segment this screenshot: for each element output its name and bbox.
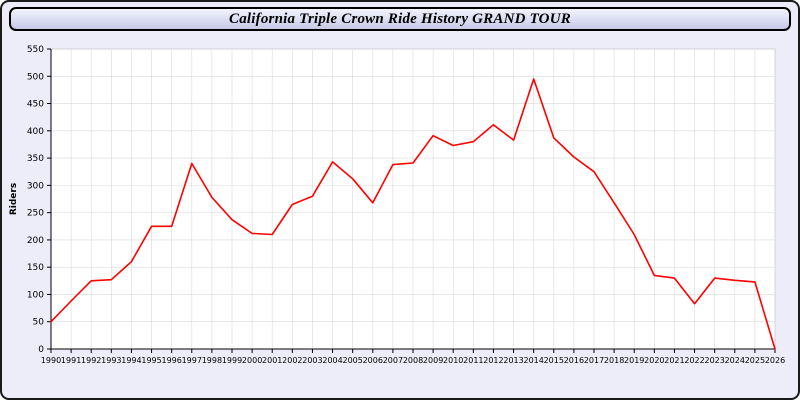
y-tick-label: 300 <box>27 181 44 191</box>
x-tick-label: 2015 <box>544 356 564 365</box>
x-tick-label: 2025 <box>745 356 765 365</box>
x-tick-label: 1992 <box>81 356 101 365</box>
x-tick-label: 2000 <box>242 356 262 365</box>
x-tick-label: 1997 <box>182 356 202 365</box>
x-tick-label: 2004 <box>322 356 342 365</box>
page-title: California Triple Crown Ride History GRA… <box>229 10 571 27</box>
chart-area: 0 50 100 150 200 250 300 350 400 450 500 550 1990 199… <box>2 33 798 395</box>
y-tick-label: 150 <box>27 263 44 273</box>
x-tick-label: 2012 <box>483 356 503 365</box>
x-tick-label: 1999 <box>222 356 242 365</box>
x-tick-label: 2016 <box>564 356 584 365</box>
x-tick-label: 2006 <box>363 356 383 365</box>
y-tick-label: 250 <box>27 209 44 219</box>
x-tick-label: 1996 <box>161 356 181 365</box>
x-tick-label: 2018 <box>604 356 624 365</box>
x-tick-label: 2009 <box>423 356 443 365</box>
x-tick-label: 1993 <box>101 356 121 365</box>
x-tick-label: 2022 <box>684 356 704 365</box>
x-tick-label: 2008 <box>403 356 423 365</box>
x-tick-label: 2023 <box>704 356 724 365</box>
riders-line-series <box>50 78 776 350</box>
x-tick-label: 2024 <box>725 356 745 365</box>
x-tick-label: 1994 <box>121 356 141 365</box>
y-tick-label: 350 <box>27 154 44 164</box>
x-tick-label: 1998 <box>202 356 222 365</box>
y-tick-label: 400 <box>27 127 44 137</box>
x-tick-label: 2002 <box>282 356 302 365</box>
x-tick-label: 2001 <box>262 356 282 365</box>
x-tick-label: 2005 <box>342 356 362 365</box>
y-tick-label: 550 <box>27 45 44 55</box>
x-tick-label: 1995 <box>141 356 161 365</box>
y-tick-label: 500 <box>27 72 44 82</box>
y-axis-label: Riders <box>9 183 19 215</box>
x-tick-label: 2010 <box>443 356 463 365</box>
x-tick-label: 1991 <box>61 356 81 365</box>
x-tick-label: 2007 <box>383 356 403 365</box>
x-tick-label: 2003 <box>302 356 322 365</box>
y-tick-label: 200 <box>27 236 44 246</box>
x-tick-label: 2017 <box>584 356 604 365</box>
x-tick-label: 2020 <box>644 356 664 365</box>
y-tick-label: 50 <box>33 318 45 328</box>
x-tick-label: 2021 <box>664 356 684 365</box>
x-tick-label: 2026 <box>765 356 785 365</box>
x-tick-label: 2019 <box>624 356 644 365</box>
y-tick-label: 100 <box>27 290 44 300</box>
title-bar: California Triple Crown Ride History GRA… <box>9 7 791 31</box>
x-tick-label: 2013 <box>503 356 523 365</box>
x-tick-label: 2014 <box>523 356 543 365</box>
y-tick-label: 0 <box>38 345 44 355</box>
y-tick-label: 450 <box>27 100 44 110</box>
x-tick-label: 1990 <box>41 356 61 365</box>
x-tick-label: 2011 <box>463 356 483 365</box>
